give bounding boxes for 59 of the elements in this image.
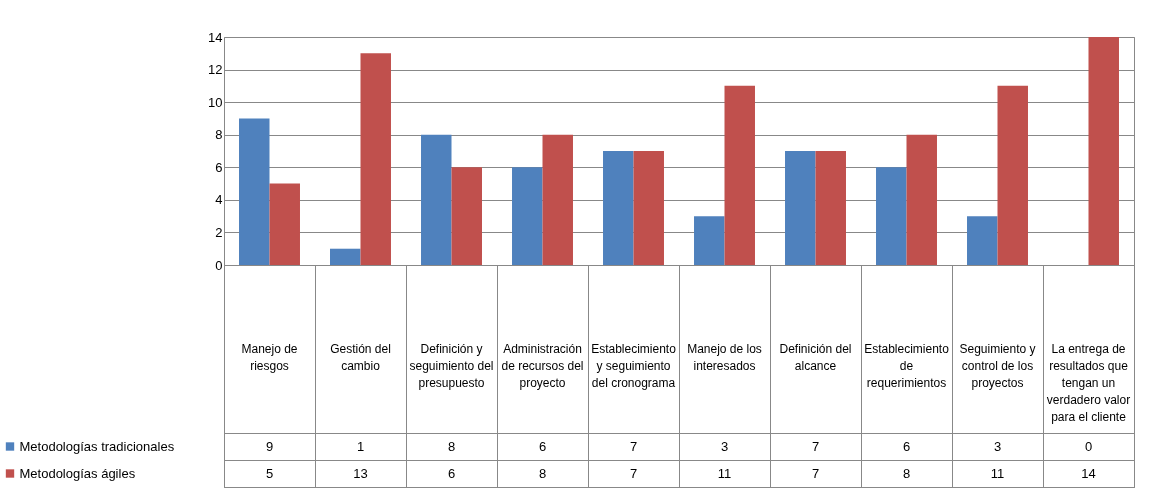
x-tick-label: Administración de recursos del proyecto <box>501 342 584 390</box>
data-label: 6 <box>902 438 911 454</box>
data-label: 7 <box>811 438 820 454</box>
bar <box>815 151 846 265</box>
y-tick-label: 12 <box>208 62 223 78</box>
data-label: 7 <box>629 465 638 481</box>
x-tick-label: Definición del alcance <box>779 342 852 373</box>
bar <box>512 167 543 265</box>
x-tick-label: Definición y seguimiento del presupuesto <box>409 342 494 390</box>
data-label: 11 <box>990 465 1005 481</box>
data-label: 8 <box>902 465 911 481</box>
data-label: 3 <box>720 438 729 454</box>
data-label: 8 <box>538 465 547 481</box>
x-tick-label: Establecimiento de requerimientos <box>864 342 950 390</box>
bar <box>694 216 725 265</box>
y-tick-label: 0 <box>215 257 223 273</box>
bar <box>421 134 452 265</box>
bar <box>269 183 300 265</box>
data-label: 0 <box>1084 438 1093 454</box>
x-tick-label: Manejo de riesgos <box>241 342 298 373</box>
x-tick-label: Seguimiento y control de los proyectos <box>959 342 1036 390</box>
y-tick-label: 2 <box>215 224 223 240</box>
data-label: 14 <box>1081 465 1096 481</box>
bar <box>876 167 907 265</box>
y-tick-label: 6 <box>215 159 223 175</box>
data-label: 6 <box>447 465 456 481</box>
y-tick-label: 14 <box>208 29 223 45</box>
bar <box>451 167 482 265</box>
bar <box>603 151 634 265</box>
bar <box>785 151 816 265</box>
bar <box>997 85 1028 265</box>
x-tick-label: Establecimiento y seguimiento del cronograma <box>591 342 677 390</box>
bar <box>633 151 664 265</box>
y-tick-label: 8 <box>215 127 223 143</box>
data-label: 5 <box>265 465 274 481</box>
data-label: 7 <box>629 438 638 454</box>
bar <box>1088 37 1119 265</box>
data-label: 11 <box>717 465 732 481</box>
data-label: 3 <box>993 438 1002 454</box>
bar <box>360 53 391 265</box>
y-tick-label: 10 <box>208 94 223 110</box>
x-tick-label: La entrega de resultados que tengan un verdadero valor para el cliente <box>1046 342 1131 424</box>
bar <box>542 134 573 265</box>
bar <box>724 85 755 265</box>
x-tick-label: Manejo de los interesados <box>687 342 762 373</box>
data-label: 1 <box>356 438 365 454</box>
y-tick-label: 4 <box>215 192 223 208</box>
bar <box>906 134 937 265</box>
data-label: 13 <box>353 465 368 481</box>
bar <box>330 248 361 265</box>
legend-label: Metodologías ágiles <box>19 466 136 481</box>
bar <box>239 118 270 265</box>
data-label: 9 <box>265 438 274 454</box>
x-tick-label: Gestión del cambio <box>330 342 391 373</box>
legend-label: Metodologías tradicionales <box>19 439 175 454</box>
data-label: 7 <box>811 465 820 481</box>
data-label: 8 <box>447 438 456 454</box>
bar <box>967 216 998 265</box>
data-label: 6 <box>538 438 547 454</box>
